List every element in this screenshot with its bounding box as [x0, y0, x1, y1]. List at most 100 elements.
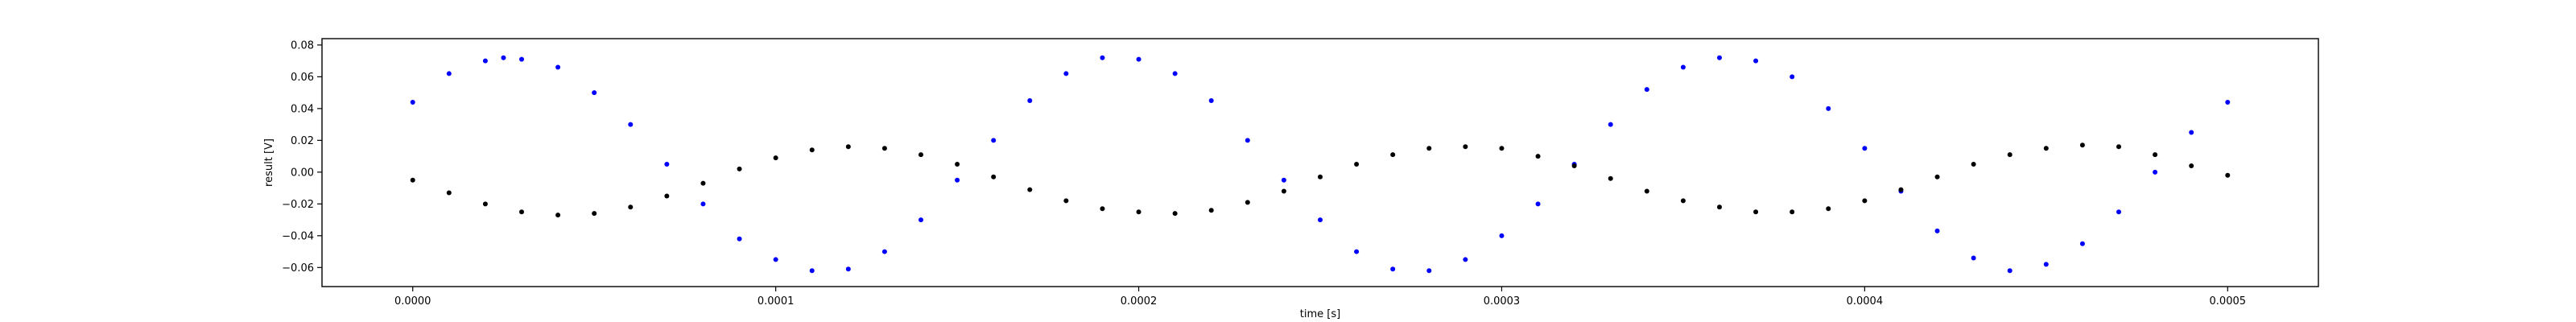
data-point [482, 58, 488, 64]
data-point [919, 152, 923, 158]
data-point [1971, 161, 1976, 167]
data-point [1390, 152, 1396, 158]
data-point [737, 166, 742, 171]
data-point [955, 177, 960, 183]
data-point [1463, 257, 1468, 262]
data-point [1644, 188, 1649, 194]
data-point [1136, 56, 1141, 62]
data-point [1281, 177, 1286, 183]
data-point [664, 193, 670, 199]
data-point [809, 147, 815, 153]
data-point [1608, 175, 1613, 181]
data-point [1608, 122, 1613, 127]
data-point [1717, 55, 1722, 60]
data-point [2116, 209, 2121, 215]
data-point [1753, 209, 1759, 215]
data-point [501, 55, 506, 60]
data-point [700, 180, 706, 186]
y-tick-label: 0.08 [291, 39, 314, 52]
data-point [1027, 98, 1033, 103]
data-point [1753, 58, 1759, 64]
data-point [1172, 211, 1178, 217]
y-axis: −0.06 −0.04 −0.02 0.00 0.02 0.04 0.06 0.08 [282, 39, 322, 275]
data-point [991, 138, 997, 143]
data-point [519, 209, 524, 215]
data-point [519, 56, 524, 62]
data-point [1499, 146, 1505, 151]
data-point [2043, 146, 2049, 151]
y-tick-label: −0.04 [282, 230, 314, 242]
series-layer [410, 55, 2231, 274]
data-point [2079, 142, 2085, 148]
data-point [2079, 241, 2085, 246]
data-point [2007, 152, 2013, 158]
data-point [809, 268, 815, 274]
data-point [1934, 174, 1940, 180]
data-point [1826, 206, 1831, 212]
data-point [881, 249, 887, 254]
data-point [1535, 201, 1541, 207]
y-tick-label: −0.02 [282, 199, 314, 211]
data-point [1063, 71, 1069, 76]
data-point [628, 122, 634, 127]
plot-frame [321, 38, 2319, 287]
x-tick-label: 0.0003 [1484, 295, 1521, 308]
data-point [2189, 130, 2194, 135]
data-point [737, 236, 742, 242]
series-1 [410, 142, 2231, 218]
data-point [1898, 187, 1904, 192]
data-point [1208, 208, 1214, 213]
data-point [1680, 64, 1686, 70]
data-point [1463, 144, 1468, 150]
data-point [2043, 262, 2049, 267]
y-tick-label: 0.06 [291, 72, 314, 84]
data-point [1208, 98, 1214, 103]
data-point [555, 64, 561, 70]
data-point [1281, 188, 1286, 194]
data-point [1971, 255, 1976, 261]
data-point [410, 177, 415, 183]
x-tick-label: 0.0001 [758, 295, 795, 308]
data-point [773, 155, 778, 161]
data-point [845, 266, 851, 272]
data-point [1390, 266, 1396, 272]
data-point [1862, 146, 1868, 151]
data-point [1862, 198, 1868, 204]
x-tick-label: 0.0002 [1121, 295, 1158, 308]
data-point [592, 90, 597, 96]
data-point [1318, 217, 1323, 223]
data-point [628, 204, 634, 210]
data-point [2116, 144, 2121, 150]
data-point [955, 161, 960, 167]
data-point [592, 211, 597, 217]
data-point [555, 213, 561, 218]
y-axis-label: result [V] [263, 138, 275, 187]
data-point [919, 217, 923, 223]
data-point [1717, 204, 1722, 210]
data-point [446, 190, 452, 196]
data-point [1136, 209, 1141, 215]
data-point [1535, 154, 1541, 159]
y-tick-label: 0.02 [291, 135, 314, 147]
data-point [1571, 163, 1577, 168]
data-point [845, 144, 851, 150]
x-tick-label: 0.0000 [394, 295, 431, 308]
data-point [700, 201, 706, 207]
data-point [1790, 209, 1795, 215]
data-point [991, 174, 997, 180]
data-point [1100, 55, 1105, 60]
data-point [2225, 99, 2231, 105]
x-axis-label: time [s] [1300, 308, 1340, 320]
data-point [2007, 268, 2013, 274]
x-tick-label: 0.0005 [2210, 295, 2247, 308]
data-point [1826, 105, 1831, 111]
data-point [773, 257, 778, 262]
data-point [2225, 172, 2231, 178]
data-point [1354, 161, 1360, 167]
data-point [1100, 206, 1105, 212]
data-point [1027, 187, 1033, 192]
data-point [482, 201, 488, 207]
x-tick-label: 0.0004 [1847, 295, 1884, 308]
